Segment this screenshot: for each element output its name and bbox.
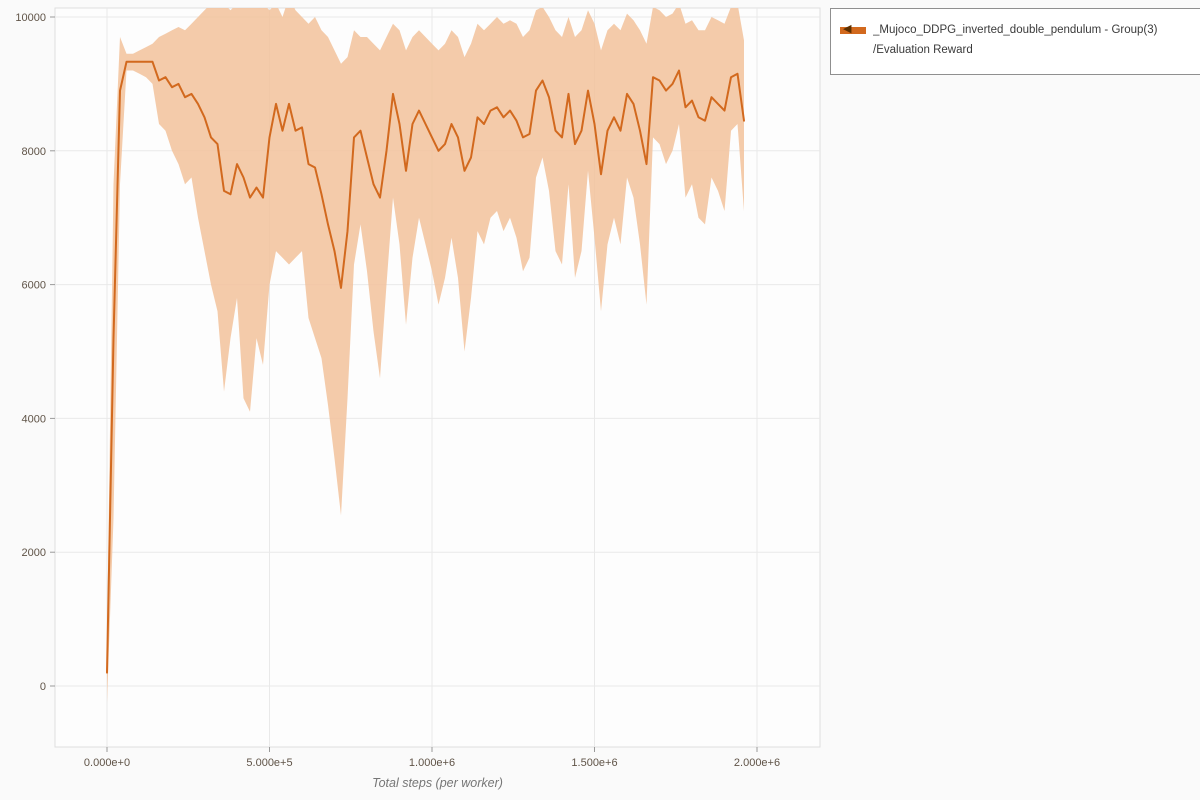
x-tick-label: 0.000e+0 bbox=[84, 757, 130, 769]
legend-box: ◀ _Mujoco_DDPG_inverted_double_pendulum … bbox=[830, 8, 1200, 76]
x-tick-label: 5.000e+5 bbox=[246, 757, 292, 769]
y-tick-label: 0 bbox=[40, 681, 46, 693]
y-tick-label: 2000 bbox=[22, 547, 46, 559]
mean-line bbox=[106, 60, 745, 674]
y-tick-label: 4000 bbox=[22, 413, 46, 425]
evaluation-reward-chart[interactable]: 0.000e+0 5.000e+5 1.000e+6 1.500e+6 2.000e+6… bbox=[0, 0, 830, 800]
y-tick-label: 10000 bbox=[15, 12, 46, 24]
legend-series-label: _Mujoco_DDPG_inverted_double_pendulum - … bbox=[873, 24, 1158, 36]
legend-series-marker: ◀ bbox=[840, 23, 866, 35]
legend-entry: ◀ _Mujoco_DDPG_inverted_double_pendulum … bbox=[840, 21, 1192, 41]
x-tick-label: 1.500e+6 bbox=[571, 757, 617, 769]
y-tick-label: 6000 bbox=[22, 280, 46, 292]
x-axis-title: Total steps (per worker) bbox=[372, 776, 503, 790]
confidence-band bbox=[107, 8, 744, 703]
legend-series-swatch bbox=[840, 27, 866, 35]
x-tick-label: 1.000e+6 bbox=[409, 757, 455, 769]
legend-collapse-icon[interactable]: ◀ bbox=[843, 23, 852, 36]
legend-series-sublabel: /Evaluation Reward bbox=[873, 43, 973, 56]
x-tick-label: 2.000e+6 bbox=[734, 757, 780, 769]
y-tick-label: 8000 bbox=[22, 146, 46, 158]
reward-chart-plot[interactable]: 0.000e+0 5.000e+5 1.000e+6 1.500e+6 2.000e+6… bbox=[0, 0, 830, 800]
